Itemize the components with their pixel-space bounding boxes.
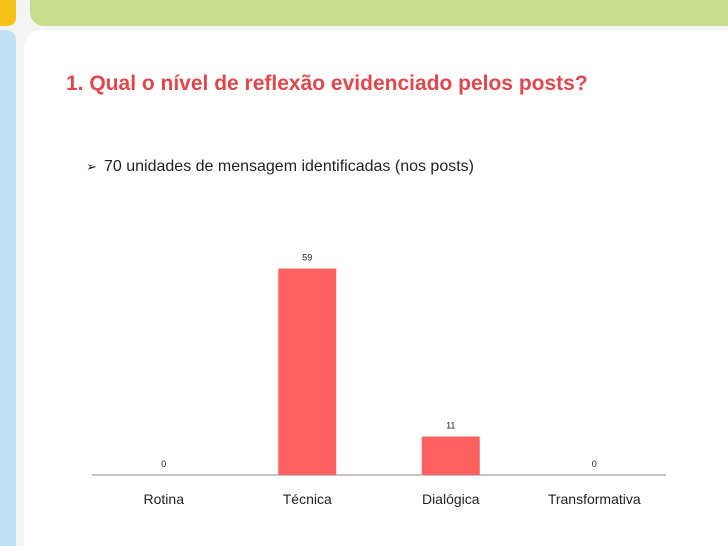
decorative-top-bar: [30, 0, 728, 26]
decorative-yellow-strip: [0, 0, 16, 26]
bullet-item: ➢ 70 unidades de mensagem identificadas (…: [86, 158, 474, 176]
bar-2: [421, 436, 480, 475]
data-label-2: 11: [446, 421, 455, 431]
slide-content-panel: [24, 30, 728, 546]
bar-1: [278, 268, 337, 475]
category-label-3: Transformativa: [548, 491, 641, 507]
slide-title: 1. Qual o nível de reflexão evidenciado …: [66, 72, 588, 95]
data-label-0: 0: [161, 459, 166, 469]
data-label-1: 59: [302, 253, 312, 263]
category-label-1: Técnica: [283, 491, 332, 507]
data-label-3: 0: [592, 459, 597, 469]
bullet-text: 70 unidades de mensagem identificadas (n…: [104, 158, 474, 175]
decorative-blue-strip: [0, 30, 16, 546]
category-label-0: Rotina: [144, 491, 185, 507]
category-label-2: Dialógica: [422, 491, 480, 507]
arrow-bullet-icon: ➢: [86, 159, 97, 174]
